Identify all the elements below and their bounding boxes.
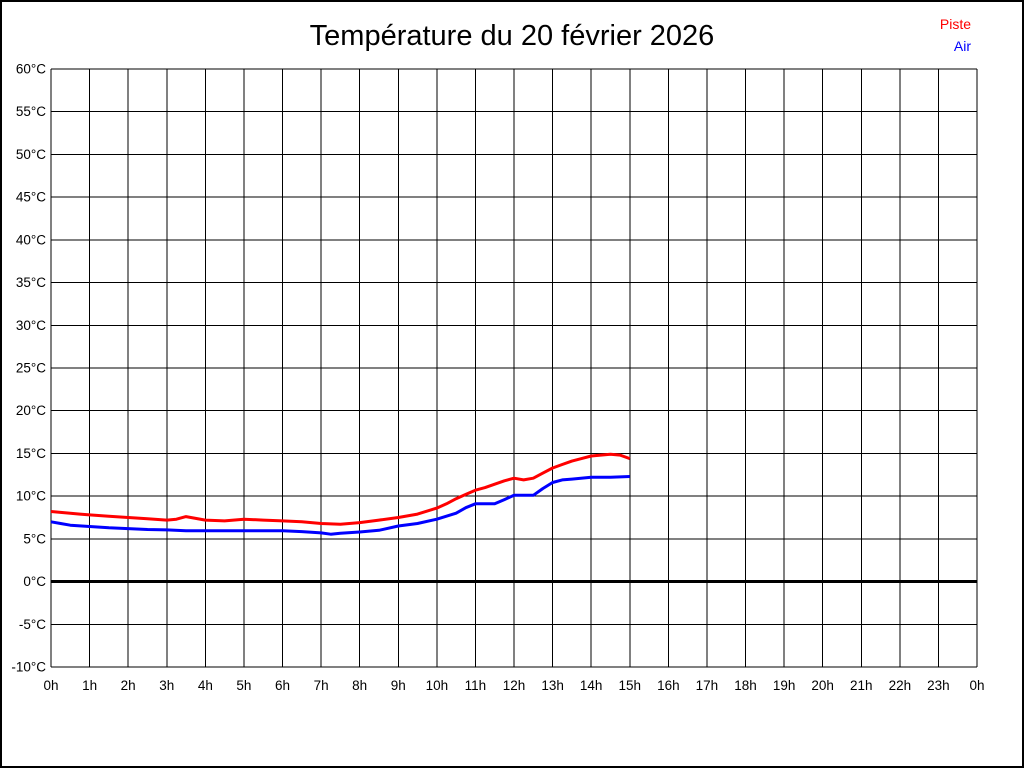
x-tick-label: 15h	[618, 678, 641, 693]
x-tick-label: 7h	[314, 678, 329, 693]
x-tick-label: 0h	[43, 678, 58, 693]
y-tick-label: -5°C	[19, 617, 46, 632]
x-tick-label: 16h	[657, 678, 680, 693]
y-tick-label: 50°C	[16, 147, 46, 162]
series-line-air	[50, 475, 630, 536]
y-tick-label: 35°C	[16, 275, 46, 290]
y-tick-label: 20°C	[16, 403, 46, 418]
x-tick-label: 11h	[465, 678, 487, 693]
y-tick-label: 0°C	[23, 574, 46, 589]
x-tick-label: 18h	[734, 678, 757, 693]
y-tick-label: 30°C	[16, 318, 46, 333]
x-tick-label: 2h	[121, 678, 136, 693]
y-tick-label: 15°C	[16, 446, 46, 461]
y-tick-label: 5°C	[23, 531, 46, 546]
chart-title: Température du 20 février 2026	[309, 20, 715, 52]
x-tick-label: 19h	[773, 678, 796, 693]
y-tick-label: 25°C	[16, 361, 46, 376]
x-tick-label: 3h	[159, 678, 174, 693]
x-tick-label: 21h	[850, 678, 873, 693]
x-tick-label: 12h	[503, 678, 526, 693]
x-tick-label: 6h	[275, 678, 290, 693]
y-tick-label: 45°C	[16, 190, 46, 205]
x-tick-label: 9h	[391, 678, 406, 693]
x-tick-label: 23h	[927, 678, 950, 693]
x-tick-label: 1h	[82, 678, 97, 693]
y-tick-label: 55°C	[16, 104, 46, 119]
x-tick-label: 10h	[426, 678, 449, 693]
x-tick-label: 20h	[811, 678, 834, 693]
x-tick-label: 8h	[352, 678, 367, 693]
y-tick-label: 10°C	[16, 489, 46, 504]
x-tick-label: 13h	[541, 678, 564, 693]
y-tick-label: 40°C	[16, 232, 46, 247]
x-tick-label: 5h	[236, 678, 251, 693]
y-tick-label: 60°C	[16, 62, 46, 77]
y-tick-label: -10°C	[11, 660, 46, 675]
x-tick-label: 22h	[889, 678, 912, 693]
legend-entry-piste: Piste	[939, 16, 971, 32]
x-tick-label: 17h	[696, 678, 719, 693]
legend: Piste Air	[940, 13, 971, 57]
x-tick-label: 14h	[580, 678, 603, 693]
x-tick-label: 4h	[198, 678, 213, 693]
series-line-piste	[50, 452, 631, 526]
x-tick-label: 0h	[969, 678, 984, 693]
legend-entry-air: Air	[953, 38, 971, 54]
